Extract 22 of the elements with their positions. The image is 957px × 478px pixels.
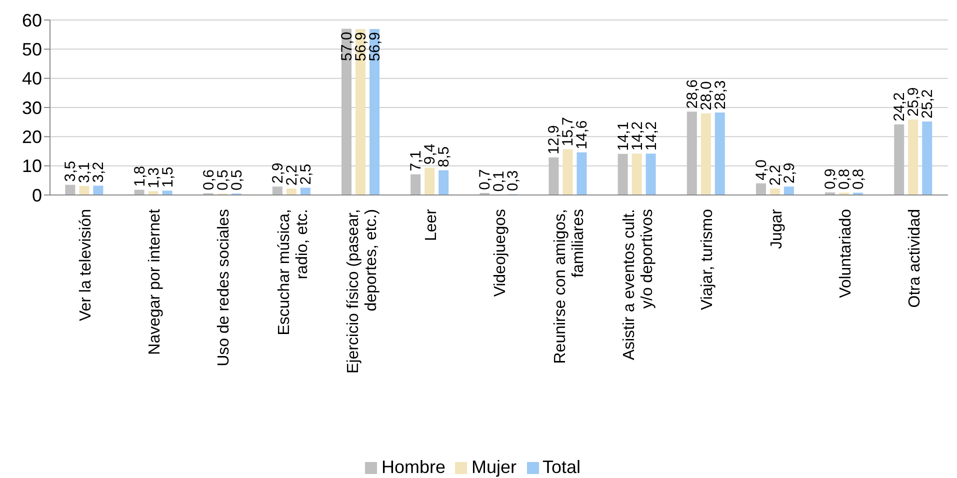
y-tick-label: 50 (22, 40, 42, 60)
x-tick-label: Ejercicio físico (pasear, deportes, etc.) (344, 209, 380, 374)
x-tick-label: Viajar, turismo (699, 208, 716, 310)
x-tick-label: Jugar (768, 208, 786, 250)
y-tick-label: 0 (32, 185, 42, 206)
legend-label: Mujer (471, 457, 516, 477)
legend-label: Hombre (381, 457, 446, 477)
x-tick-label: Escuchar música, radio, etc. (276, 209, 311, 336)
x-tick-label: Reunirse con amigos, familiares (552, 209, 588, 364)
x-tick-label: Videojuegos (492, 209, 509, 297)
x-tick-label: Leer (422, 208, 440, 242)
x-tick-label: Ver la televisión (78, 209, 95, 322)
x-tick-label: Otra actividad (906, 209, 924, 308)
y-tick-label: 10 (22, 156, 42, 176)
x-tick-label: Uso de redes sociales (216, 209, 233, 366)
y-tick-label: 20 (22, 127, 42, 148)
legend-label: Total (542, 457, 581, 477)
x-tick-label: Navegar por internet (146, 208, 164, 355)
y-tick-label: 30 (22, 98, 42, 118)
x-tick-label: Voluntariado (837, 208, 854, 298)
y-tick-label: 40 (22, 68, 42, 89)
y-tick-label: 60 (22, 10, 42, 30)
